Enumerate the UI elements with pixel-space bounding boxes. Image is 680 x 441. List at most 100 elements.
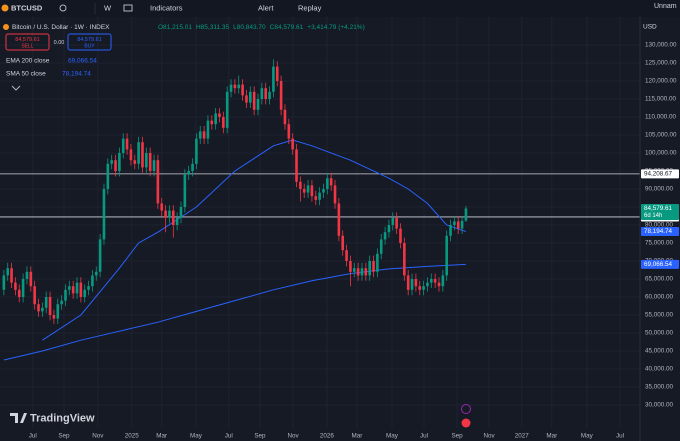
- candle-body: [352, 268, 356, 272]
- y-tick-label: 50,000.00: [645, 330, 674, 337]
- buy-button[interactable]: [67, 33, 112, 51]
- candle-body: [25, 271, 29, 279]
- sell-label[interactable]: SELL: [21, 43, 33, 49]
- collapse-icon[interactable]: [11, 85, 21, 91]
- candle-body: [37, 304, 40, 312]
- y-tick-label: 115,000.00: [645, 96, 677, 103]
- y-tick-label: 65,000.00: [645, 276, 674, 283]
- chart-title: Bitcoin / U.S. Dollar · 1W · INDEX: [12, 24, 110, 31]
- replay-button[interactable]: Replay: [298, 3, 322, 12]
- y-tick-label: 60,000.00: [645, 294, 674, 301]
- candle-body: [245, 95, 248, 103]
- candle-body: [87, 286, 90, 290]
- event-icon[interactable]: [461, 404, 471, 414]
- sell-button[interactable]: [5, 33, 50, 51]
- candle-body: [318, 192, 321, 200]
- candle-body: [302, 189, 306, 193]
- symbol-icon: [3, 24, 9, 30]
- currency[interactable]: USD: [643, 24, 657, 31]
- candle-body: [279, 81, 283, 110]
- candle-body: [299, 181, 302, 189]
- sell-price[interactable]: 84,579.61: [15, 37, 39, 43]
- plot-area: [0, 59, 640, 361]
- candle-body: [456, 221, 460, 229]
- ohlc-legend: O81,215.01 H85,311.35 L80,843.70 C84,579.61…: [158, 24, 365, 31]
- candle-body: [56, 304, 60, 319]
- layout-name[interactable]: Unnam: [654, 3, 677, 10]
- y-tick-label: 90,000.00: [645, 186, 674, 193]
- candle-body: [275, 66, 279, 81]
- candle-body: [171, 210, 175, 225]
- candle-body: [52, 315, 56, 319]
- candle-body: [179, 207, 183, 218]
- candle-body: [391, 217, 395, 225]
- candle-body: [222, 117, 225, 128]
- x-tick-label: Jul: [29, 433, 37, 440]
- candle-body: [260, 88, 264, 99]
- indicator-badge: [641, 226, 679, 236]
- candle-body: [106, 163, 110, 189]
- candle-body: [464, 208, 468, 221]
- indicator-value: 78,194.74: [62, 71, 91, 78]
- y-tick-label: 120,000.00: [645, 78, 677, 85]
- toolbar: [0, 0, 680, 17]
- candle-body: [125, 138, 129, 150]
- candle-body: [91, 275, 94, 287]
- candle-body: [326, 178, 329, 189]
- x-tick-label: Sep: [58, 433, 70, 440]
- compare-icon[interactable]: [59, 4, 67, 12]
- indicator-value: 69,066.54: [68, 58, 97, 65]
- y-tick-label: 110,000.00: [645, 114, 677, 121]
- candle-body: [403, 243, 406, 276]
- candle-body: [183, 174, 187, 207]
- candle-body: [168, 210, 171, 218]
- x-tick-label: Mar: [156, 433, 167, 440]
- event-icon[interactable]: [461, 418, 471, 428]
- y-tick-label: 100,000.00: [645, 150, 677, 157]
- candle-body: [21, 279, 25, 297]
- y-tick-label: 40,000.00: [645, 366, 674, 373]
- candle-body: [152, 160, 156, 171]
- indicator-name: SMA 50 close: [6, 71, 46, 78]
- candle-body: [349, 261, 352, 272]
- symbol[interactable]: BTCUSD: [11, 3, 43, 12]
- candle-body: [376, 253, 379, 272]
- candle-body: [141, 142, 144, 168]
- candle-body: [14, 282, 17, 290]
- candle-body: [345, 250, 348, 261]
- candle-body: [198, 131, 202, 139]
- candle-body: [94, 271, 98, 276]
- interval[interactable]: W: [104, 3, 112, 12]
- candle-body: [10, 268, 13, 283]
- buy-label[interactable]: BUY: [84, 43, 95, 49]
- x-tick-label: May: [386, 433, 399, 440]
- candle-body: [383, 232, 387, 240]
- candle-body: [437, 282, 441, 287]
- buy-price[interactable]: 84,579.61: [77, 37, 101, 43]
- moving-average-line: [42, 139, 467, 341]
- candle-body: [418, 286, 422, 290]
- y-tick-label: 130,000.00: [645, 42, 677, 49]
- x-tick-label: Jul: [225, 433, 233, 440]
- candle-body: [399, 228, 402, 243]
- candle-body: [214, 113, 217, 125]
- candle-body: [295, 149, 298, 182]
- candle-body: [206, 120, 210, 139]
- candle-body: [229, 84, 233, 92]
- x-tick-label: Nov: [483, 433, 495, 440]
- indicators-button[interactable]: Indicators: [150, 3, 183, 12]
- candle-body: [252, 91, 256, 110]
- candle-body: [71, 286, 75, 294]
- x-tick-label: Jul: [420, 433, 428, 440]
- candle-body: [264, 88, 268, 99]
- x-tick-label: Mar: [352, 433, 363, 440]
- candle-body: [360, 268, 364, 276]
- candle-body: [133, 160, 137, 164]
- alert-button[interactable]: Alert: [258, 3, 274, 12]
- chart-type-icon[interactable]: [123, 4, 133, 12]
- candle-body: [79, 282, 83, 297]
- last-price-badge-countdown: 6d 14h: [644, 213, 662, 219]
- candle-body: [33, 286, 36, 305]
- candle-body: [422, 286, 425, 290]
